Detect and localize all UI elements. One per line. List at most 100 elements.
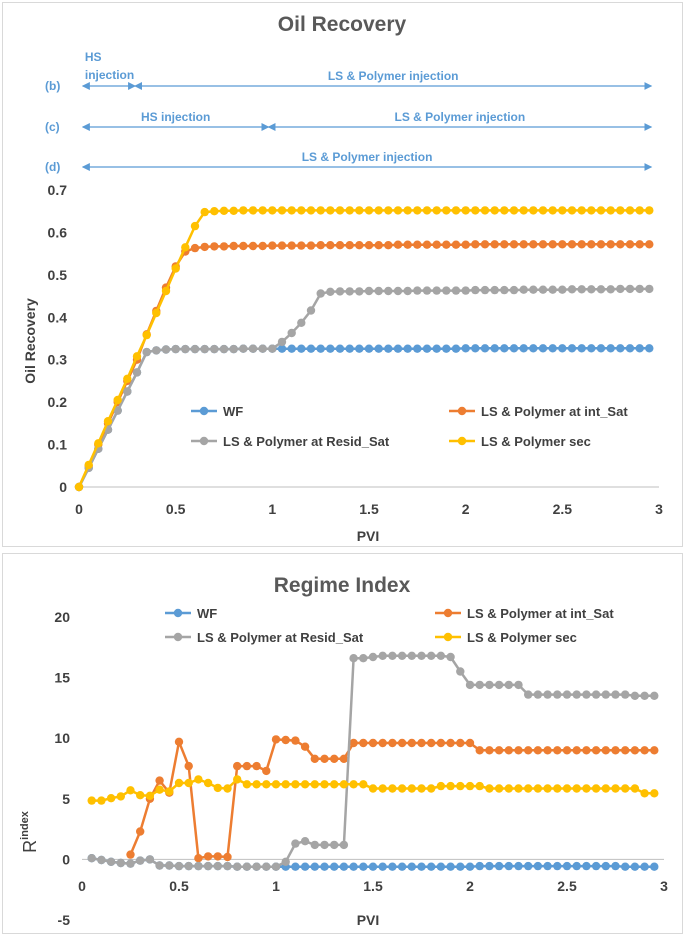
data-point bbox=[548, 206, 557, 215]
data-point bbox=[320, 754, 329, 763]
data-point bbox=[190, 344, 200, 354]
data-point bbox=[181, 344, 190, 354]
data-point bbox=[339, 840, 349, 850]
data-point bbox=[229, 206, 238, 215]
data-point bbox=[562, 861, 572, 871]
data-point bbox=[258, 241, 267, 251]
data-point bbox=[271, 735, 281, 744]
data-point bbox=[248, 206, 258, 215]
data-point bbox=[123, 374, 132, 383]
data-point bbox=[203, 778, 213, 788]
data-point bbox=[635, 206, 644, 215]
data-point bbox=[330, 754, 339, 763]
x-tick-label: 1 bbox=[268, 501, 276, 517]
chart-title: Regime Index bbox=[274, 574, 411, 597]
data-point bbox=[471, 206, 480, 215]
data-point bbox=[562, 784, 572, 793]
data-point bbox=[349, 862, 358, 871]
data-point bbox=[500, 344, 509, 353]
data-point bbox=[106, 794, 116, 803]
data-point bbox=[200, 344, 209, 354]
data-point bbox=[558, 285, 567, 294]
x-axis-label: PVI bbox=[357, 528, 380, 544]
data-point bbox=[543, 861, 552, 871]
data-point bbox=[543, 746, 552, 755]
data-point bbox=[330, 780, 339, 789]
data-point bbox=[388, 862, 397, 871]
data-point bbox=[213, 852, 222, 861]
data-point bbox=[403, 286, 412, 296]
data-point bbox=[393, 206, 403, 215]
data-point bbox=[456, 862, 465, 871]
data-point bbox=[591, 784, 601, 793]
data-point bbox=[300, 780, 310, 789]
data-point bbox=[287, 241, 296, 250]
series-ls-polymer-at-resid-sat bbox=[74, 284, 654, 492]
y-tick-label: 10 bbox=[54, 730, 70, 746]
legend: WF LS & Polymer at int_Sat LS & Polymer at… bbox=[191, 404, 628, 449]
legend-label: WF bbox=[223, 404, 243, 419]
data-point bbox=[339, 780, 349, 789]
regime-index-chart-panel: Regime Index 0 0.5 1 1.5 2 2.5 3 -5 0 5 10 15 20 WF L… bbox=[2, 553, 683, 934]
data-point bbox=[635, 344, 644, 353]
data-point bbox=[548, 240, 557, 249]
data-point bbox=[252, 761, 261, 771]
data-point bbox=[461, 240, 470, 249]
data-point bbox=[625, 284, 635, 294]
data-point bbox=[538, 344, 548, 353]
data-point bbox=[306, 306, 316, 315]
data-point bbox=[519, 206, 528, 215]
annotation-row: (c) HS injection LS & Polymer injection bbox=[45, 110, 653, 134]
data-point bbox=[248, 344, 258, 353]
data-point bbox=[384, 206, 393, 215]
data-point bbox=[442, 240, 451, 249]
data-point bbox=[500, 240, 509, 249]
legend-marker bbox=[173, 608, 183, 618]
legend-entry-ls-polymer-at-int-sat: LS & Polymer at int_Sat bbox=[435, 606, 614, 621]
data-point bbox=[490, 344, 499, 353]
data-point bbox=[355, 287, 364, 296]
x-tick-label: 0 bbox=[75, 501, 83, 517]
data-point bbox=[422, 344, 432, 353]
data-point bbox=[355, 241, 364, 250]
legend-marker bbox=[199, 406, 209, 416]
data-point bbox=[606, 240, 615, 249]
data-point bbox=[514, 784, 523, 793]
data-point bbox=[316, 344, 325, 353]
data-point bbox=[359, 862, 368, 871]
data-point bbox=[87, 796, 96, 805]
series-ls-polymer-sec bbox=[87, 775, 659, 805]
data-point bbox=[533, 861, 543, 871]
data-point bbox=[480, 240, 490, 249]
data-point bbox=[519, 344, 528, 353]
data-point bbox=[490, 240, 499, 249]
annotation-text: HS injection bbox=[141, 110, 210, 124]
data-point bbox=[152, 308, 161, 318]
data-point bbox=[142, 330, 151, 340]
data-point bbox=[529, 344, 538, 353]
data-point bbox=[465, 738, 475, 748]
legend-marker bbox=[443, 608, 453, 618]
data-point bbox=[171, 264, 180, 273]
data-point bbox=[268, 241, 277, 250]
data-point bbox=[258, 344, 267, 353]
data-point bbox=[277, 206, 287, 215]
data-point bbox=[126, 786, 135, 795]
data-point bbox=[364, 241, 374, 250]
data-point bbox=[436, 862, 446, 871]
data-point bbox=[621, 862, 630, 871]
data-point bbox=[181, 243, 190, 252]
data-point bbox=[213, 783, 222, 793]
data-point bbox=[345, 206, 354, 215]
y-axis-label: Oil Recovery bbox=[22, 298, 38, 384]
data-point bbox=[606, 344, 615, 353]
data-point bbox=[248, 241, 258, 251]
data-point bbox=[451, 206, 461, 215]
data-point bbox=[297, 241, 306, 250]
data-point bbox=[374, 344, 383, 353]
data-point bbox=[446, 781, 455, 791]
data-point bbox=[403, 206, 412, 215]
data-point bbox=[359, 780, 368, 789]
data-point bbox=[485, 784, 494, 793]
annotation-text: HS bbox=[85, 50, 102, 64]
